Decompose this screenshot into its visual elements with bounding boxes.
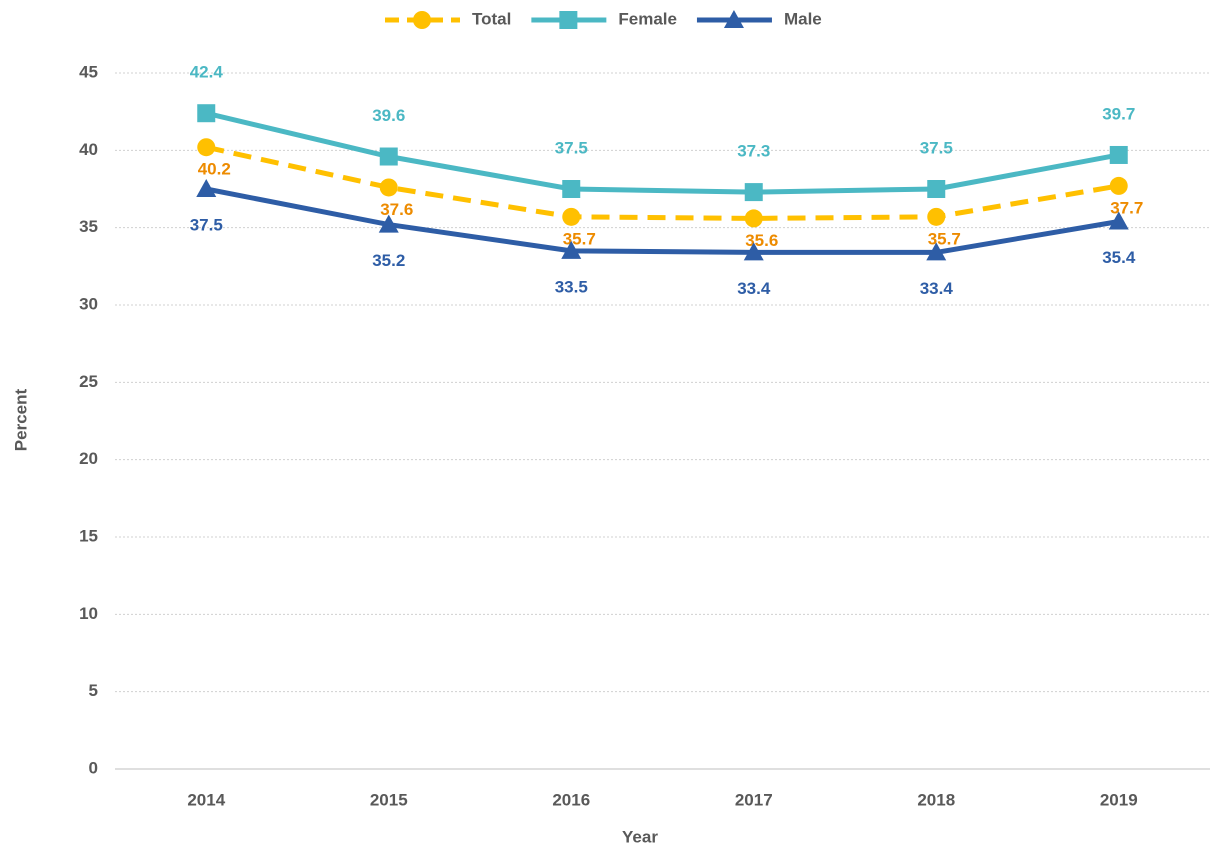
data-label: 33.5 bbox=[555, 277, 588, 296]
y-tick-label: 0 bbox=[89, 758, 98, 777]
legend-marker bbox=[559, 11, 578, 29]
marker bbox=[926, 242, 947, 261]
data-label: 42.4 bbox=[190, 63, 224, 82]
legend-label: Total bbox=[472, 9, 511, 28]
marker bbox=[744, 209, 763, 228]
data-label: 35.7 bbox=[928, 229, 961, 248]
marker bbox=[378, 214, 399, 233]
x-tick-label: 2015 bbox=[370, 790, 408, 809]
y-tick-label: 45 bbox=[79, 62, 98, 81]
marker bbox=[744, 183, 763, 202]
data-label: 37.6 bbox=[380, 200, 413, 219]
x-tick-label: 2018 bbox=[917, 790, 955, 809]
data-label: 33.4 bbox=[737, 279, 771, 298]
legend-marker bbox=[723, 10, 744, 28]
series-line bbox=[205, 110, 1120, 195]
data-label: 39.7 bbox=[1102, 104, 1135, 123]
marker bbox=[197, 138, 216, 157]
y-tick-label: 35 bbox=[79, 217, 98, 236]
marker bbox=[1109, 176, 1128, 195]
marker bbox=[379, 147, 398, 166]
x-axis-label: Year bbox=[622, 827, 658, 846]
marker bbox=[196, 179, 217, 197]
legend-marker bbox=[413, 11, 431, 29]
marker bbox=[379, 178, 398, 197]
marker bbox=[1108, 211, 1129, 230]
y-axis-label: Percent bbox=[11, 388, 30, 451]
y-tick-label: 25 bbox=[79, 372, 98, 391]
legend-label: Female bbox=[618, 9, 677, 28]
x-tick-label: 2014 bbox=[187, 790, 225, 809]
data-label: 35.6 bbox=[745, 231, 778, 250]
y-tick-label: 5 bbox=[89, 681, 98, 700]
data-label: 40.2 bbox=[198, 160, 231, 179]
data-label: 37.5 bbox=[190, 215, 223, 234]
marker bbox=[562, 207, 581, 226]
marker bbox=[1109, 145, 1128, 164]
y-tick-label: 30 bbox=[79, 294, 98, 313]
data-label: 37.5 bbox=[555, 138, 588, 157]
y-tick-label: 10 bbox=[79, 604, 98, 623]
x-tick-label: 2016 bbox=[552, 790, 590, 809]
marker bbox=[927, 180, 946, 198]
y-tick-label: 15 bbox=[79, 526, 98, 545]
data-label: 35.7 bbox=[563, 229, 596, 248]
legend-label: Male bbox=[784, 9, 822, 28]
y-tick-label: 20 bbox=[79, 449, 98, 468]
x-tick-label: 2017 bbox=[735, 790, 773, 809]
x-tick-label: 2019 bbox=[1100, 790, 1138, 809]
data-label: 37.7 bbox=[1110, 198, 1143, 217]
series-line bbox=[205, 144, 1120, 221]
data-label: 35.4 bbox=[1102, 248, 1136, 267]
marker bbox=[561, 240, 582, 259]
data-label: 35.2 bbox=[372, 251, 405, 270]
marker bbox=[743, 242, 764, 261]
marker bbox=[562, 180, 581, 198]
marker bbox=[927, 207, 946, 226]
series-line bbox=[205, 186, 1120, 255]
data-label: 37.5 bbox=[920, 138, 953, 157]
data-label: 33.4 bbox=[920, 279, 954, 298]
y-tick-label: 40 bbox=[79, 140, 98, 159]
marker bbox=[197, 104, 216, 123]
data-label: 37.3 bbox=[737, 142, 770, 161]
data-label: 39.6 bbox=[372, 106, 405, 125]
